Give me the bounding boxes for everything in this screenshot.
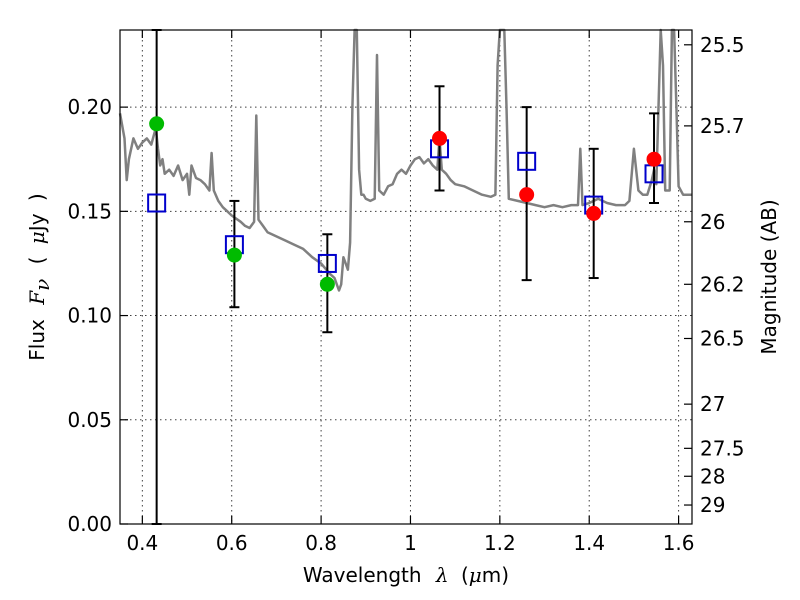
y-tick-label-2: 0.10 xyxy=(67,304,112,328)
plot-frame xyxy=(119,29,693,525)
observed-point-6 xyxy=(646,151,662,167)
observed-point-5 xyxy=(586,205,602,221)
observed-point-1 xyxy=(226,247,242,263)
grid-lines xyxy=(120,30,692,524)
model-square-2 xyxy=(317,253,337,273)
x-axis-label-prefix: Wavelength xyxy=(303,563,422,587)
x-axis-label-mu: μ xyxy=(469,563,482,587)
y-axis-label-prefix: Flux xyxy=(25,319,49,361)
right-tick-label-1: 25.7 xyxy=(700,114,745,138)
x-tick-label-2: 0.8 xyxy=(305,531,337,555)
observed-point-2 xyxy=(319,276,335,292)
right-tick-label-2: 26 xyxy=(700,210,725,234)
right-tick-label-3: 26.2 xyxy=(700,272,745,296)
y-tick-label-1: 0.05 xyxy=(67,408,112,432)
y-tick-label-4: 0.20 xyxy=(67,95,112,119)
right-y-axis: 25.5 25.7 26 26.2 26.5 27 27.5 28 29 xyxy=(684,33,745,517)
x-tick-label-3: 1 xyxy=(404,531,417,555)
y-tick-label-3: 0.15 xyxy=(67,199,112,223)
right-tick-label-8: 29 xyxy=(700,493,725,517)
spectrum-line xyxy=(118,28,692,292)
right-tick-label-7: 28 xyxy=(700,464,725,488)
right-tick-label-6: 27.5 xyxy=(700,436,745,460)
y-axis-label: Flux Fν ( μJy ) xyxy=(25,193,54,360)
errorbar-layer xyxy=(151,29,660,525)
x-axis-label-symbol: λ xyxy=(435,563,449,587)
model-square-4 xyxy=(517,151,537,171)
model-photometry-layer xyxy=(147,139,664,273)
y-axis-label-close: ) xyxy=(25,193,49,201)
right-y-axis-label: Magnitude (AB) xyxy=(757,199,781,354)
x-tick-label-6: 1.6 xyxy=(663,531,695,555)
x-axis: 0.4 0.6 0.8 1 1.2 1.4 1.6 xyxy=(126,30,695,555)
y-axis-label-open: ( xyxy=(25,257,49,265)
x-axis-label: Wavelength λ (μm) xyxy=(303,563,509,587)
y-axis-label-sub: ν xyxy=(30,279,54,291)
right-tick-label-4: 26.5 xyxy=(700,326,745,350)
x-tick-label-0: 0.4 xyxy=(126,531,158,555)
right-tick-label-5: 27 xyxy=(700,392,725,416)
observed-photometry-layer xyxy=(149,116,662,292)
y-axis-label-symbol: F xyxy=(25,290,49,306)
x-tick-label-4: 1.2 xyxy=(484,531,516,555)
y-axis-label-unit: Jy xyxy=(25,213,49,233)
x-axis-label-open: ( xyxy=(461,563,469,587)
x-tick-label-1: 0.6 xyxy=(216,531,248,555)
observed-point-3 xyxy=(432,130,448,146)
y-axis-label-mu: μ xyxy=(25,231,49,244)
x-axis-label-unit: m) xyxy=(482,563,509,587)
x-tick-label-5: 1.4 xyxy=(573,531,605,555)
model-square-0 xyxy=(147,193,167,213)
left-y-axis: 0.00 0.05 0.10 0.15 0.20 xyxy=(67,95,128,536)
observed-point-4 xyxy=(519,187,535,203)
y-tick-label-0: 0.00 xyxy=(67,512,112,536)
observed-point-0 xyxy=(149,116,165,132)
right-tick-label-0: 25.5 xyxy=(700,33,745,57)
spectrum-layer xyxy=(118,28,692,292)
